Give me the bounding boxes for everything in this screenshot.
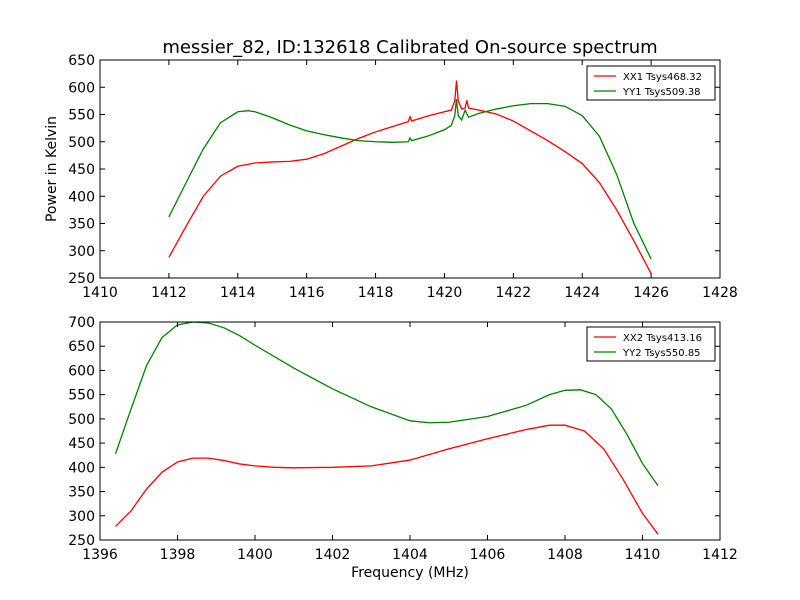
legend-entry: YY2 Tsys550.85 (622, 348, 701, 359)
x-tick-label: 1406 (470, 547, 506, 563)
x-tick-label: 1418 (358, 285, 394, 301)
y-tick-label: 300 (68, 509, 95, 525)
chart-title: messier_82, ID:132618 Calibrated On-sour… (162, 37, 657, 58)
x-tick-label: 1414 (220, 285, 256, 301)
y-axis-label: Power in Kelvin (44, 116, 60, 222)
y-tick-label: 550 (68, 108, 95, 124)
x-tick-label: 1398 (160, 547, 196, 563)
x-tick-label: 1412 (151, 285, 187, 301)
x-tick-label: 1412 (702, 547, 738, 563)
x-tick-label: 1422 (496, 285, 532, 301)
y-tick-label: 450 (68, 162, 95, 178)
y-tick-label: 500 (68, 412, 95, 428)
series-line-yy2 (114, 322, 659, 487)
x-tick-label: 1420 (427, 285, 463, 301)
y-tick-label: 250 (68, 271, 95, 287)
y-tick-label: 450 (68, 436, 95, 452)
y-tick-label: 250 (68, 533, 95, 549)
y-tick-label: 650 (68, 53, 95, 69)
x-tick-label: 1408 (547, 547, 583, 563)
upper-spectrum-panel: 1410 1412 1414 1416 1418 1420 1422 1424 1426 1428… (68, 53, 738, 301)
series-line-yy1 (168, 99, 652, 260)
x-tick-label: 1426 (633, 285, 669, 301)
y-tick-label: 600 (68, 80, 95, 96)
series-line-xx1 (168, 80, 652, 274)
x-tick-label: 1396 (82, 547, 118, 563)
legend-entry: XX2 Tsys413.16 (623, 333, 702, 344)
x-tick-label: 1416 (289, 285, 325, 301)
y-tick-label: 400 (68, 460, 95, 476)
x-tick-label: 1400 (237, 547, 273, 563)
y-tick-label: 550 (68, 388, 95, 404)
y-tick-label: 300 (68, 244, 95, 260)
legend-box (586, 65, 716, 101)
series-line-xx2 (115, 424, 659, 535)
x-tick-label: 1404 (392, 547, 428, 563)
x-tick-label: 1410 (625, 547, 661, 563)
y-tick-label: 650 (68, 339, 95, 355)
legend: XX2 Tsys413.16 YY2 Tsys550.85 (586, 326, 716, 362)
legend-entry: XX1 Tsys468.32 (623, 72, 702, 83)
legend-entry: YY1 Tsys509.38 (622, 87, 701, 98)
legend: XX1 Tsys468.32 YY1 Tsys509.38 (586, 65, 716, 101)
lower-spectrum-panel: 1396 1398 1400 1402 1404 1406 1408 1410 1412 250 3… (68, 315, 738, 563)
y-tick-label: 700 (68, 315, 95, 331)
x-tick-label: 1428 (702, 285, 738, 301)
x-tick-label: 1402 (315, 547, 351, 563)
legend-box (586, 326, 716, 362)
y-tick-label: 350 (68, 485, 95, 501)
y-tick-label: 400 (68, 189, 95, 205)
y-tick-label: 350 (68, 217, 95, 233)
x-tick-label: 1410 (82, 285, 118, 301)
y-tick-label: 500 (68, 135, 95, 151)
y-tick-label: 600 (68, 363, 95, 379)
x-tick-label: 1424 (564, 285, 600, 301)
x-axis-label: Frequency (MHz) (351, 565, 469, 581)
